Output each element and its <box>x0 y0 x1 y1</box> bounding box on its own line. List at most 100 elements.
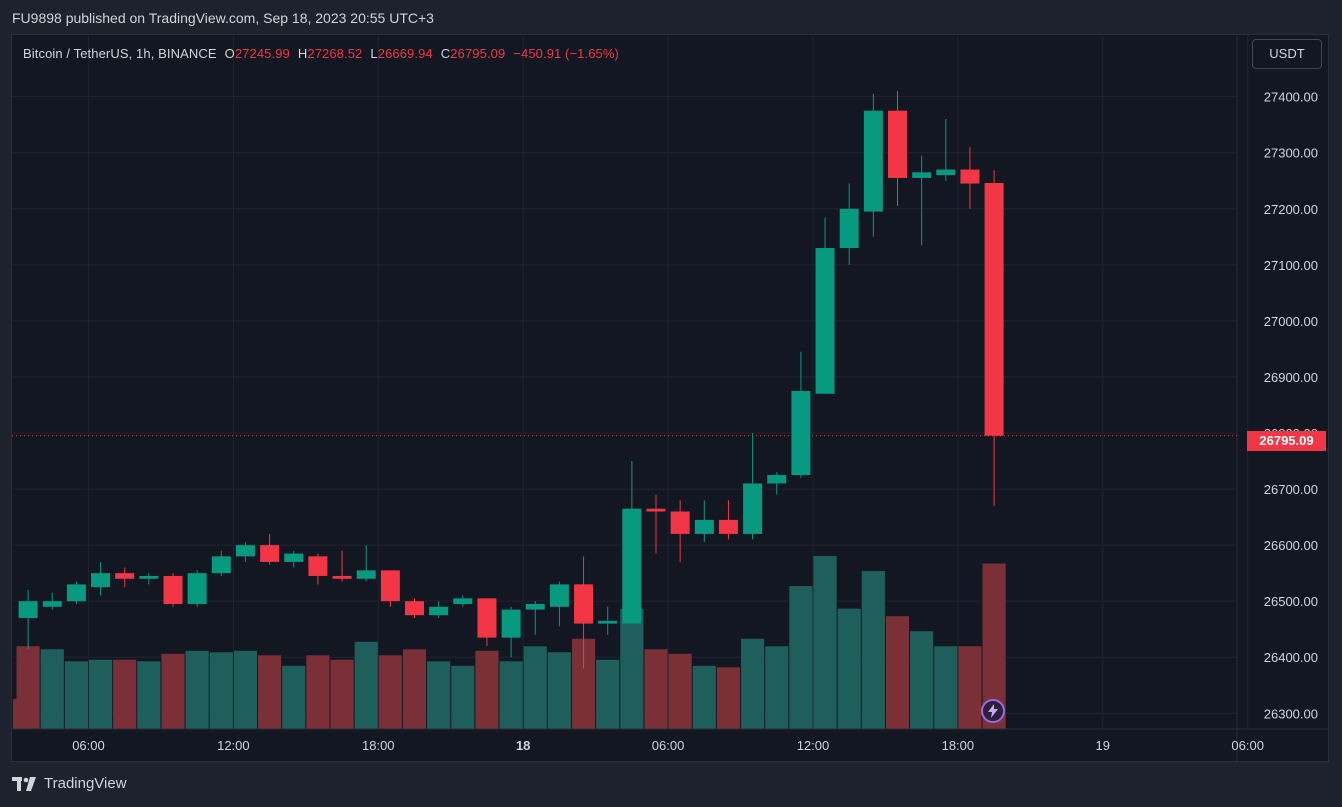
price-tick-label: 27100.00 <box>1264 258 1318 273</box>
volume-bar <box>354 641 378 729</box>
time-tick-label: 18 <box>516 738 530 753</box>
lightning-bolt-icon[interactable] <box>981 699 1005 723</box>
candle-body <box>429 606 449 616</box>
tradingview-logo-icon <box>12 776 36 791</box>
chart-frame[interactable] <box>11 34 1329 762</box>
high-value: 27268.52 <box>307 46 363 61</box>
volume-bar <box>13 699 17 729</box>
low-label: L <box>370 46 378 61</box>
chart-grid <box>12 35 1249 729</box>
volume-bar <box>499 661 523 729</box>
price-tick-label: 26600.00 <box>1264 538 1318 553</box>
volume-bar <box>16 646 40 729</box>
volume-bar <box>64 661 88 729</box>
candle-body <box>574 584 594 624</box>
candle-body <box>646 508 666 512</box>
candle-body <box>235 545 255 557</box>
close-label: C <box>440 46 451 61</box>
candle-body <box>622 508 642 624</box>
close-value: 26795.09 <box>450 46 506 61</box>
candle-body <box>356 570 376 579</box>
candle-body <box>984 182 1004 436</box>
candle-body <box>743 483 763 534</box>
volume-bar <box>596 659 620 729</box>
last-price-label: 26795.09 <box>1247 431 1326 451</box>
candle-body <box>260 545 280 562</box>
volume-bar <box>644 649 668 729</box>
volume-bar <box>137 661 161 729</box>
volume-bar <box>692 665 716 729</box>
price-tick-label: 26400.00 <box>1264 650 1318 665</box>
volume-bar <box>620 608 644 729</box>
candle-body <box>525 603 545 610</box>
time-tick-label: 06:00 <box>1231 738 1264 753</box>
volume-bar <box>451 665 475 729</box>
candle-body <box>694 519 714 534</box>
volume-bar <box>982 563 1006 729</box>
price-axis: 26300.00 26400.00 26500.00 26600.00 26700.00… <box>1264 90 1318 722</box>
candle-body <box>66 584 86 602</box>
volume-bar <box>306 655 330 729</box>
volume-bar <box>861 571 885 729</box>
price-tick-label: 26900.00 <box>1264 370 1318 385</box>
candle-body <box>767 475 787 484</box>
time-tick-label: 19 <box>1096 738 1110 753</box>
candle-body <box>912 172 932 178</box>
candle-body <box>549 584 569 607</box>
lightning-bolt-glyph <box>988 704 998 718</box>
volume-bar <box>934 646 958 729</box>
ohlc-legend: Bitcoin / TetherUS, 1h, BINANCE O27245.99… <box>23 46 619 61</box>
volume-bar <box>958 646 982 729</box>
volume-bar <box>209 652 233 729</box>
volume-bar <box>547 652 571 729</box>
candle-body <box>284 553 304 562</box>
candle-body <box>477 598 497 638</box>
footer-brand-text: TradingView <box>44 775 127 792</box>
footer-brand[interactable]: TradingView <box>12 775 127 792</box>
candle-body <box>405 601 424 616</box>
price-tick-label: 26300.00 <box>1264 706 1318 721</box>
volume-bar <box>161 653 185 729</box>
time-axis: 06:00 12:00 18:00 18 06:00 12:00 18:00 19 06:00 <box>72 738 1264 753</box>
candles <box>18 91 1004 669</box>
change-value: −450.91 (−1.65%) <box>513 46 619 61</box>
volume-bar <box>765 646 789 729</box>
volume-bars <box>13 556 1006 729</box>
volume-bar <box>789 586 813 729</box>
time-tick-label: 12:00 <box>217 738 250 753</box>
candle-body <box>791 390 811 476</box>
volume-bar <box>571 638 596 729</box>
volume-bar <box>40 649 64 729</box>
volume-bar <box>837 608 861 729</box>
volume-bar <box>330 659 354 729</box>
currency-button[interactable]: USDT <box>1252 39 1322 69</box>
price-tick-label: 26700.00 <box>1264 482 1318 497</box>
volume-bar <box>475 650 499 729</box>
time-tick-label: 18:00 <box>942 738 975 753</box>
candle-body <box>936 169 956 176</box>
volume-bar <box>258 655 282 729</box>
price-tick-label: 27000.00 <box>1264 314 1318 329</box>
candle-body <box>42 601 62 607</box>
candle-body <box>815 248 835 394</box>
price-tick-label: 27300.00 <box>1264 146 1318 161</box>
candle-body <box>187 573 207 604</box>
volume-bar <box>741 638 765 729</box>
candle-body <box>670 511 690 534</box>
volume-bar <box>185 650 209 729</box>
volume-bar <box>885 616 910 729</box>
volume-bar <box>402 649 427 729</box>
volume-bar <box>88 659 113 729</box>
volume-bar <box>378 655 402 729</box>
price-tick-label: 27200.00 <box>1264 202 1318 217</box>
time-tick-label: 12:00 <box>797 738 830 753</box>
candle-body <box>453 598 473 604</box>
candle-body <box>863 110 883 212</box>
volume-bar <box>427 661 451 729</box>
candle-body <box>211 556 231 574</box>
open-value: 27245.99 <box>234 46 290 61</box>
high-label: H <box>297 46 308 61</box>
candle-body <box>960 169 980 184</box>
candle-body <box>598 620 618 624</box>
